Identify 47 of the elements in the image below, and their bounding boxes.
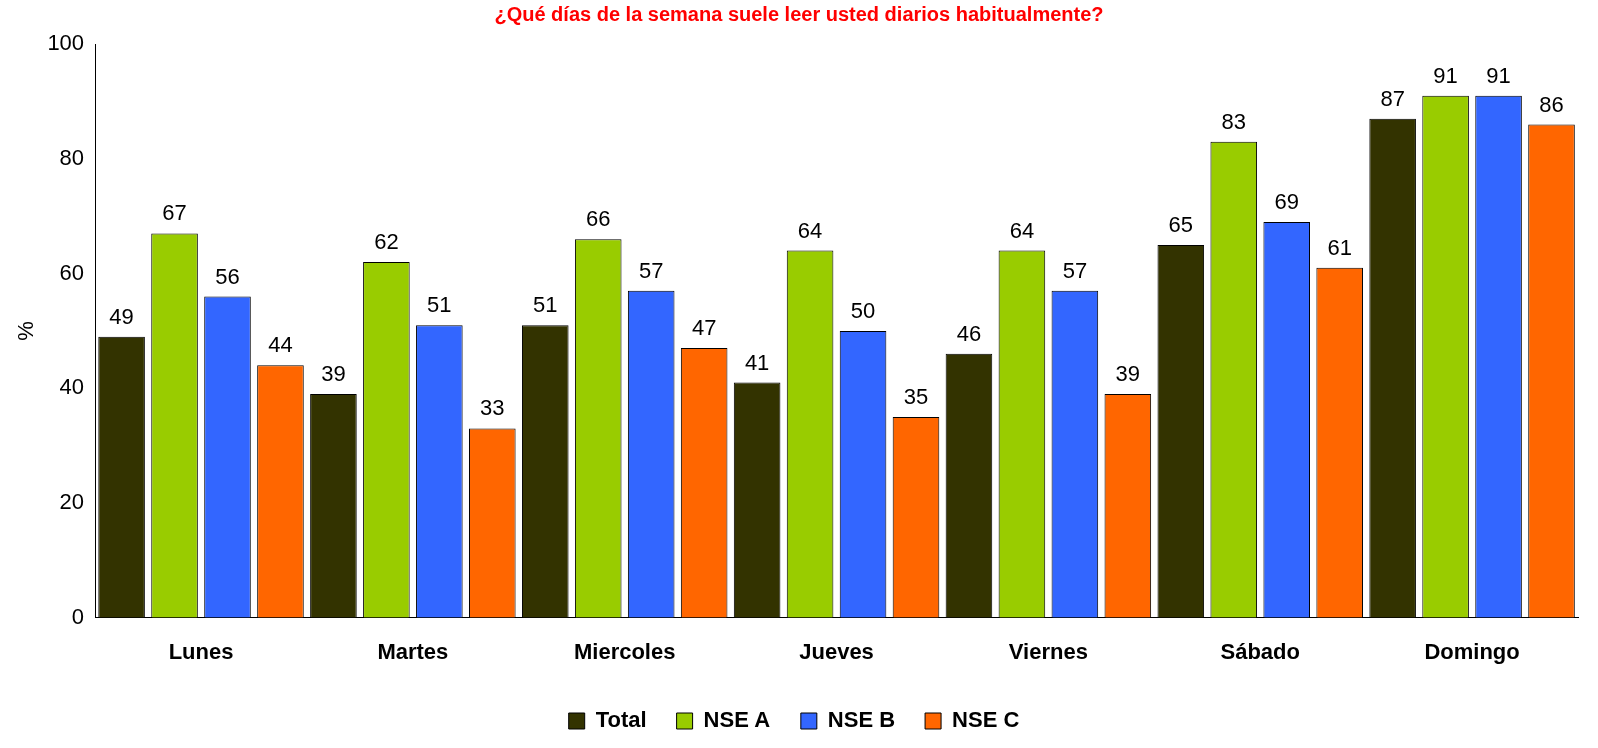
data-label: 83 bbox=[1221, 108, 1246, 134]
data-label: 57 bbox=[638, 257, 664, 283]
data-label: 91 bbox=[1433, 62, 1458, 88]
y-tick-label: 20 bbox=[59, 488, 85, 514]
x-tick-label: Jueves bbox=[799, 638, 874, 664]
data-label: 57 bbox=[1062, 257, 1088, 283]
y-tick-label: 60 bbox=[59, 259, 85, 285]
data-label: 56 bbox=[215, 263, 240, 289]
data-label: 41 bbox=[744, 349, 770, 375]
y-tick-label: 100 bbox=[47, 30, 85, 56]
x-tick-label: Miercoles bbox=[573, 638, 676, 664]
x-tick-label: Lunes bbox=[168, 638, 234, 664]
data-label: 33 bbox=[480, 395, 505, 421]
data-label: 51 bbox=[533, 292, 558, 318]
data-label: 44 bbox=[268, 332, 293, 358]
y-tick-label: 0 bbox=[71, 603, 85, 629]
x-tick-label: Sábado bbox=[1220, 638, 1300, 664]
y-axis-title: % bbox=[13, 321, 39, 341]
y-tick-label: 40 bbox=[59, 374, 85, 400]
data-label: 64 bbox=[797, 217, 823, 243]
legend-label: NSE C bbox=[952, 707, 1020, 733]
chart-title: ¿Qué días de la semana suele leer usted diarios habitualmente? bbox=[493, 2, 1105, 27]
legend-label: Total bbox=[595, 707, 647, 733]
data-label: 62 bbox=[374, 229, 399, 255]
data-label: 87 bbox=[1380, 85, 1405, 111]
data-label: 64 bbox=[1009, 217, 1035, 243]
data-label: 50 bbox=[850, 297, 876, 323]
data-label: 46 bbox=[956, 320, 982, 346]
x-tick-label: Domingo bbox=[1424, 638, 1520, 664]
data-label: 39 bbox=[1115, 361, 1141, 387]
data-label: 69 bbox=[1274, 189, 1299, 215]
data-label: 51 bbox=[427, 292, 452, 318]
data-label: 86 bbox=[1539, 91, 1564, 117]
data-label: 49 bbox=[109, 303, 134, 329]
legend-label: NSE B bbox=[827, 707, 896, 733]
data-label: 65 bbox=[1168, 211, 1194, 237]
x-tick-label: Martes bbox=[377, 638, 449, 664]
data-label: 91 bbox=[1486, 62, 1511, 88]
data-label: 67 bbox=[162, 200, 187, 226]
data-label: 47 bbox=[691, 315, 717, 341]
x-tick-label: Viernes bbox=[1008, 638, 1088, 664]
legend-label: NSE A bbox=[703, 707, 771, 733]
y-tick-label: 80 bbox=[59, 144, 85, 170]
data-label: 61 bbox=[1327, 234, 1352, 260]
data-label: 35 bbox=[903, 383, 929, 409]
data-label: 39 bbox=[321, 361, 346, 387]
data-label: 66 bbox=[585, 206, 611, 232]
